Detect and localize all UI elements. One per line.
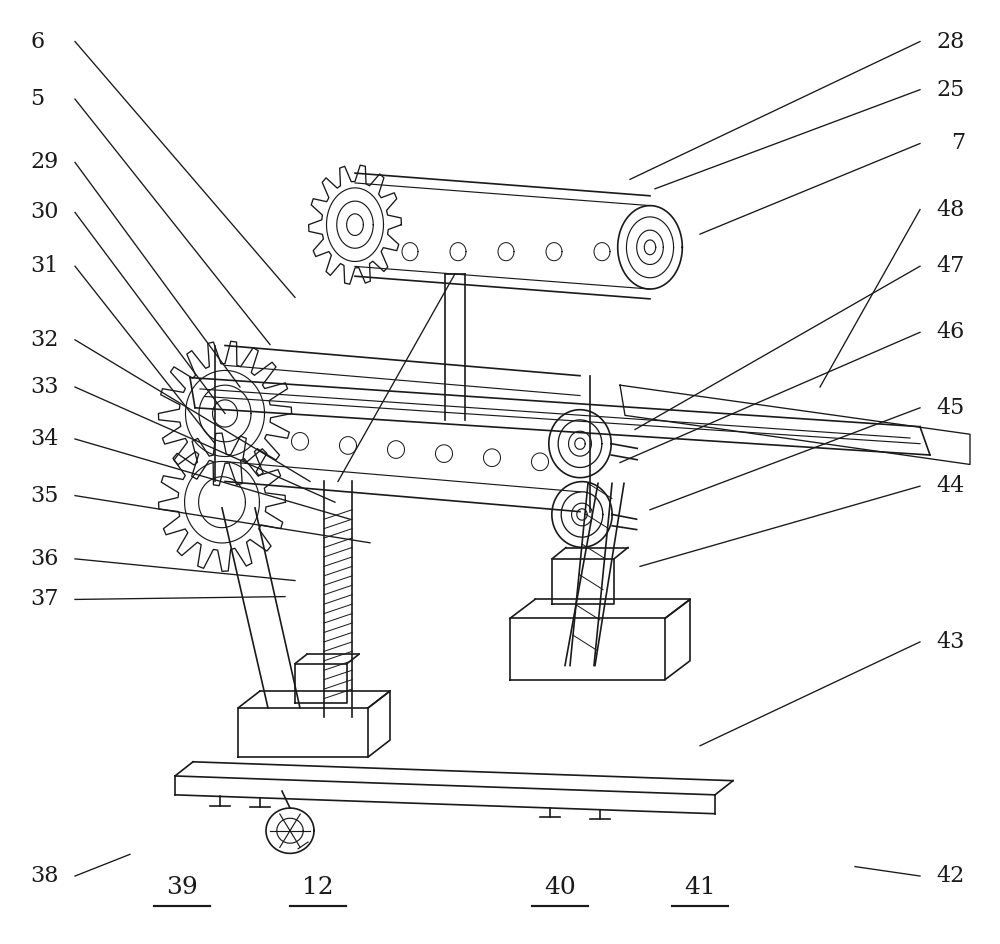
Text: 33: 33 bbox=[30, 376, 58, 398]
Text: 46: 46 bbox=[937, 321, 965, 344]
Text: 36: 36 bbox=[30, 548, 58, 570]
Text: 41: 41 bbox=[684, 876, 716, 899]
Text: 42: 42 bbox=[937, 865, 965, 887]
Text: 28: 28 bbox=[937, 30, 965, 53]
Text: 35: 35 bbox=[30, 484, 58, 507]
Text: 31: 31 bbox=[30, 255, 58, 278]
Text: 29: 29 bbox=[30, 151, 58, 174]
Text: 5: 5 bbox=[30, 88, 44, 110]
Text: 44: 44 bbox=[937, 475, 965, 497]
Text: 43: 43 bbox=[937, 631, 965, 653]
Text: 47: 47 bbox=[937, 255, 965, 278]
Text: 45: 45 bbox=[937, 396, 965, 419]
Text: 48: 48 bbox=[937, 198, 965, 221]
Text: 32: 32 bbox=[30, 329, 58, 351]
Text: 40: 40 bbox=[544, 876, 576, 899]
Text: 30: 30 bbox=[30, 201, 58, 224]
Text: 37: 37 bbox=[30, 588, 58, 611]
Text: 6: 6 bbox=[30, 30, 44, 53]
Text: 39: 39 bbox=[166, 876, 198, 899]
Text: 7: 7 bbox=[951, 132, 965, 155]
Text: 25: 25 bbox=[937, 78, 965, 101]
Text: 34: 34 bbox=[30, 428, 58, 450]
Text: 38: 38 bbox=[30, 865, 58, 887]
Text: 12: 12 bbox=[302, 876, 334, 899]
